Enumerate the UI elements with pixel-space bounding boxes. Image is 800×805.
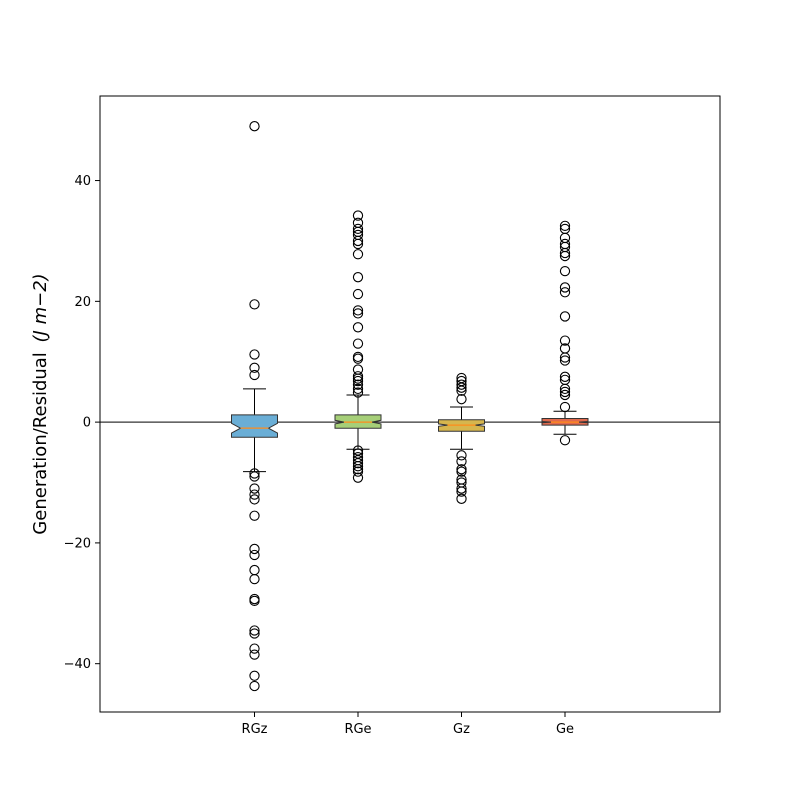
outlier-point (456, 450, 467, 461)
outlier-point (456, 466, 467, 477)
outlier-point (456, 456, 467, 467)
x-tick-label: RGz (242, 722, 268, 737)
outlier-point (456, 493, 467, 504)
outlier-point (249, 471, 260, 482)
outlier-point (249, 670, 260, 681)
outlier-point (559, 282, 571, 293)
outlier-point (456, 464, 467, 475)
outlier-point (249, 349, 260, 360)
outlier-point (249, 510, 260, 521)
outlier-point (249, 573, 260, 585)
outlier-point (352, 235, 364, 247)
outlier-point (249, 362, 260, 373)
outlier-point (559, 371, 571, 382)
outlier-point (352, 288, 364, 300)
outlier-point (352, 379, 364, 390)
outlier-point (456, 394, 467, 405)
outlier-point (559, 265, 571, 277)
outlier-point (559, 247, 571, 259)
box-group-gz (438, 372, 485, 504)
outlier-point (352, 375, 364, 387)
y-tick-label: −40 (64, 657, 91, 672)
outlier-point (559, 287, 571, 298)
x-tick-label: Gz (453, 722, 470, 737)
x-axis: RGz RGe Gz Ge (242, 712, 574, 737)
outlier-point (249, 543, 260, 555)
plot-frame (99, 95, 721, 713)
box-group-ge (541, 220, 589, 446)
outlier-point (249, 299, 260, 310)
outlier-point (352, 371, 364, 382)
outlier-point (352, 383, 364, 395)
outlier-point (559, 389, 571, 401)
outlier-point (456, 483, 467, 494)
outlier-point (249, 494, 260, 505)
x-tick-label: Ge (556, 722, 574, 737)
outlier-point (456, 486, 467, 497)
outlier-point (249, 680, 260, 692)
outlier-point (249, 369, 260, 381)
outlier-point (352, 373, 364, 384)
y-axis: −40 −20 0 20 40 (64, 174, 100, 672)
outlier-point (249, 595, 260, 607)
y-tick-label: 20 (74, 295, 91, 310)
outlier-point (249, 468, 260, 479)
outlier-point (352, 272, 364, 283)
outlier-point (352, 458, 364, 469)
outlier-point (352, 466, 364, 477)
outlier-point (352, 387, 364, 398)
y-tick-label: −20 (64, 536, 91, 551)
outlier-point (559, 383, 571, 395)
outlier-point (352, 308, 364, 319)
outlier-point (249, 643, 260, 654)
outlier-point (559, 435, 571, 446)
box-group-rge (334, 210, 382, 483)
y-tick-label: 40 (74, 174, 91, 189)
outlier-point (249, 121, 260, 132)
outlier-point (352, 223, 364, 235)
outlier-point (352, 464, 364, 475)
outlier-point (559, 401, 571, 413)
outlier-point (352, 305, 364, 316)
outlier-point (456, 382, 467, 393)
plot-layer (100, 121, 720, 692)
box-group-rgz (231, 121, 278, 692)
outlier-point (559, 220, 571, 231)
outlier-point (559, 355, 571, 366)
outlier-point (352, 353, 364, 364)
outlier-point (249, 649, 260, 660)
y-axis-label: Generation/Residual (J m−2) (30, 273, 51, 534)
outlier-point (352, 249, 364, 260)
y-axis-label-text: Generation/Residual (30, 352, 51, 535)
outlier-point (352, 322, 364, 333)
outlier-point (249, 483, 260, 494)
outlier-point (559, 311, 571, 322)
outlier-point (352, 461, 364, 472)
outlier-point (352, 472, 364, 483)
outlier-point (249, 489, 260, 500)
box-body (231, 414, 278, 438)
outlier-point (352, 338, 364, 349)
outlier-point (352, 210, 364, 221)
y-tick-label: 0 (83, 416, 91, 431)
outlier-point (559, 386, 571, 398)
outlier-point (249, 628, 260, 639)
outlier-point (249, 625, 260, 636)
y-axis-label-unit: (J m−2) (30, 273, 51, 342)
outlier-point (352, 238, 364, 250)
outlier-point (559, 352, 571, 363)
outlier-point (559, 250, 571, 262)
outlier-point (249, 549, 260, 561)
outlier-point (559, 335, 571, 346)
outlier-point (456, 379, 467, 390)
x-tick-label: RGe (344, 722, 371, 737)
outlier-point (456, 385, 467, 396)
